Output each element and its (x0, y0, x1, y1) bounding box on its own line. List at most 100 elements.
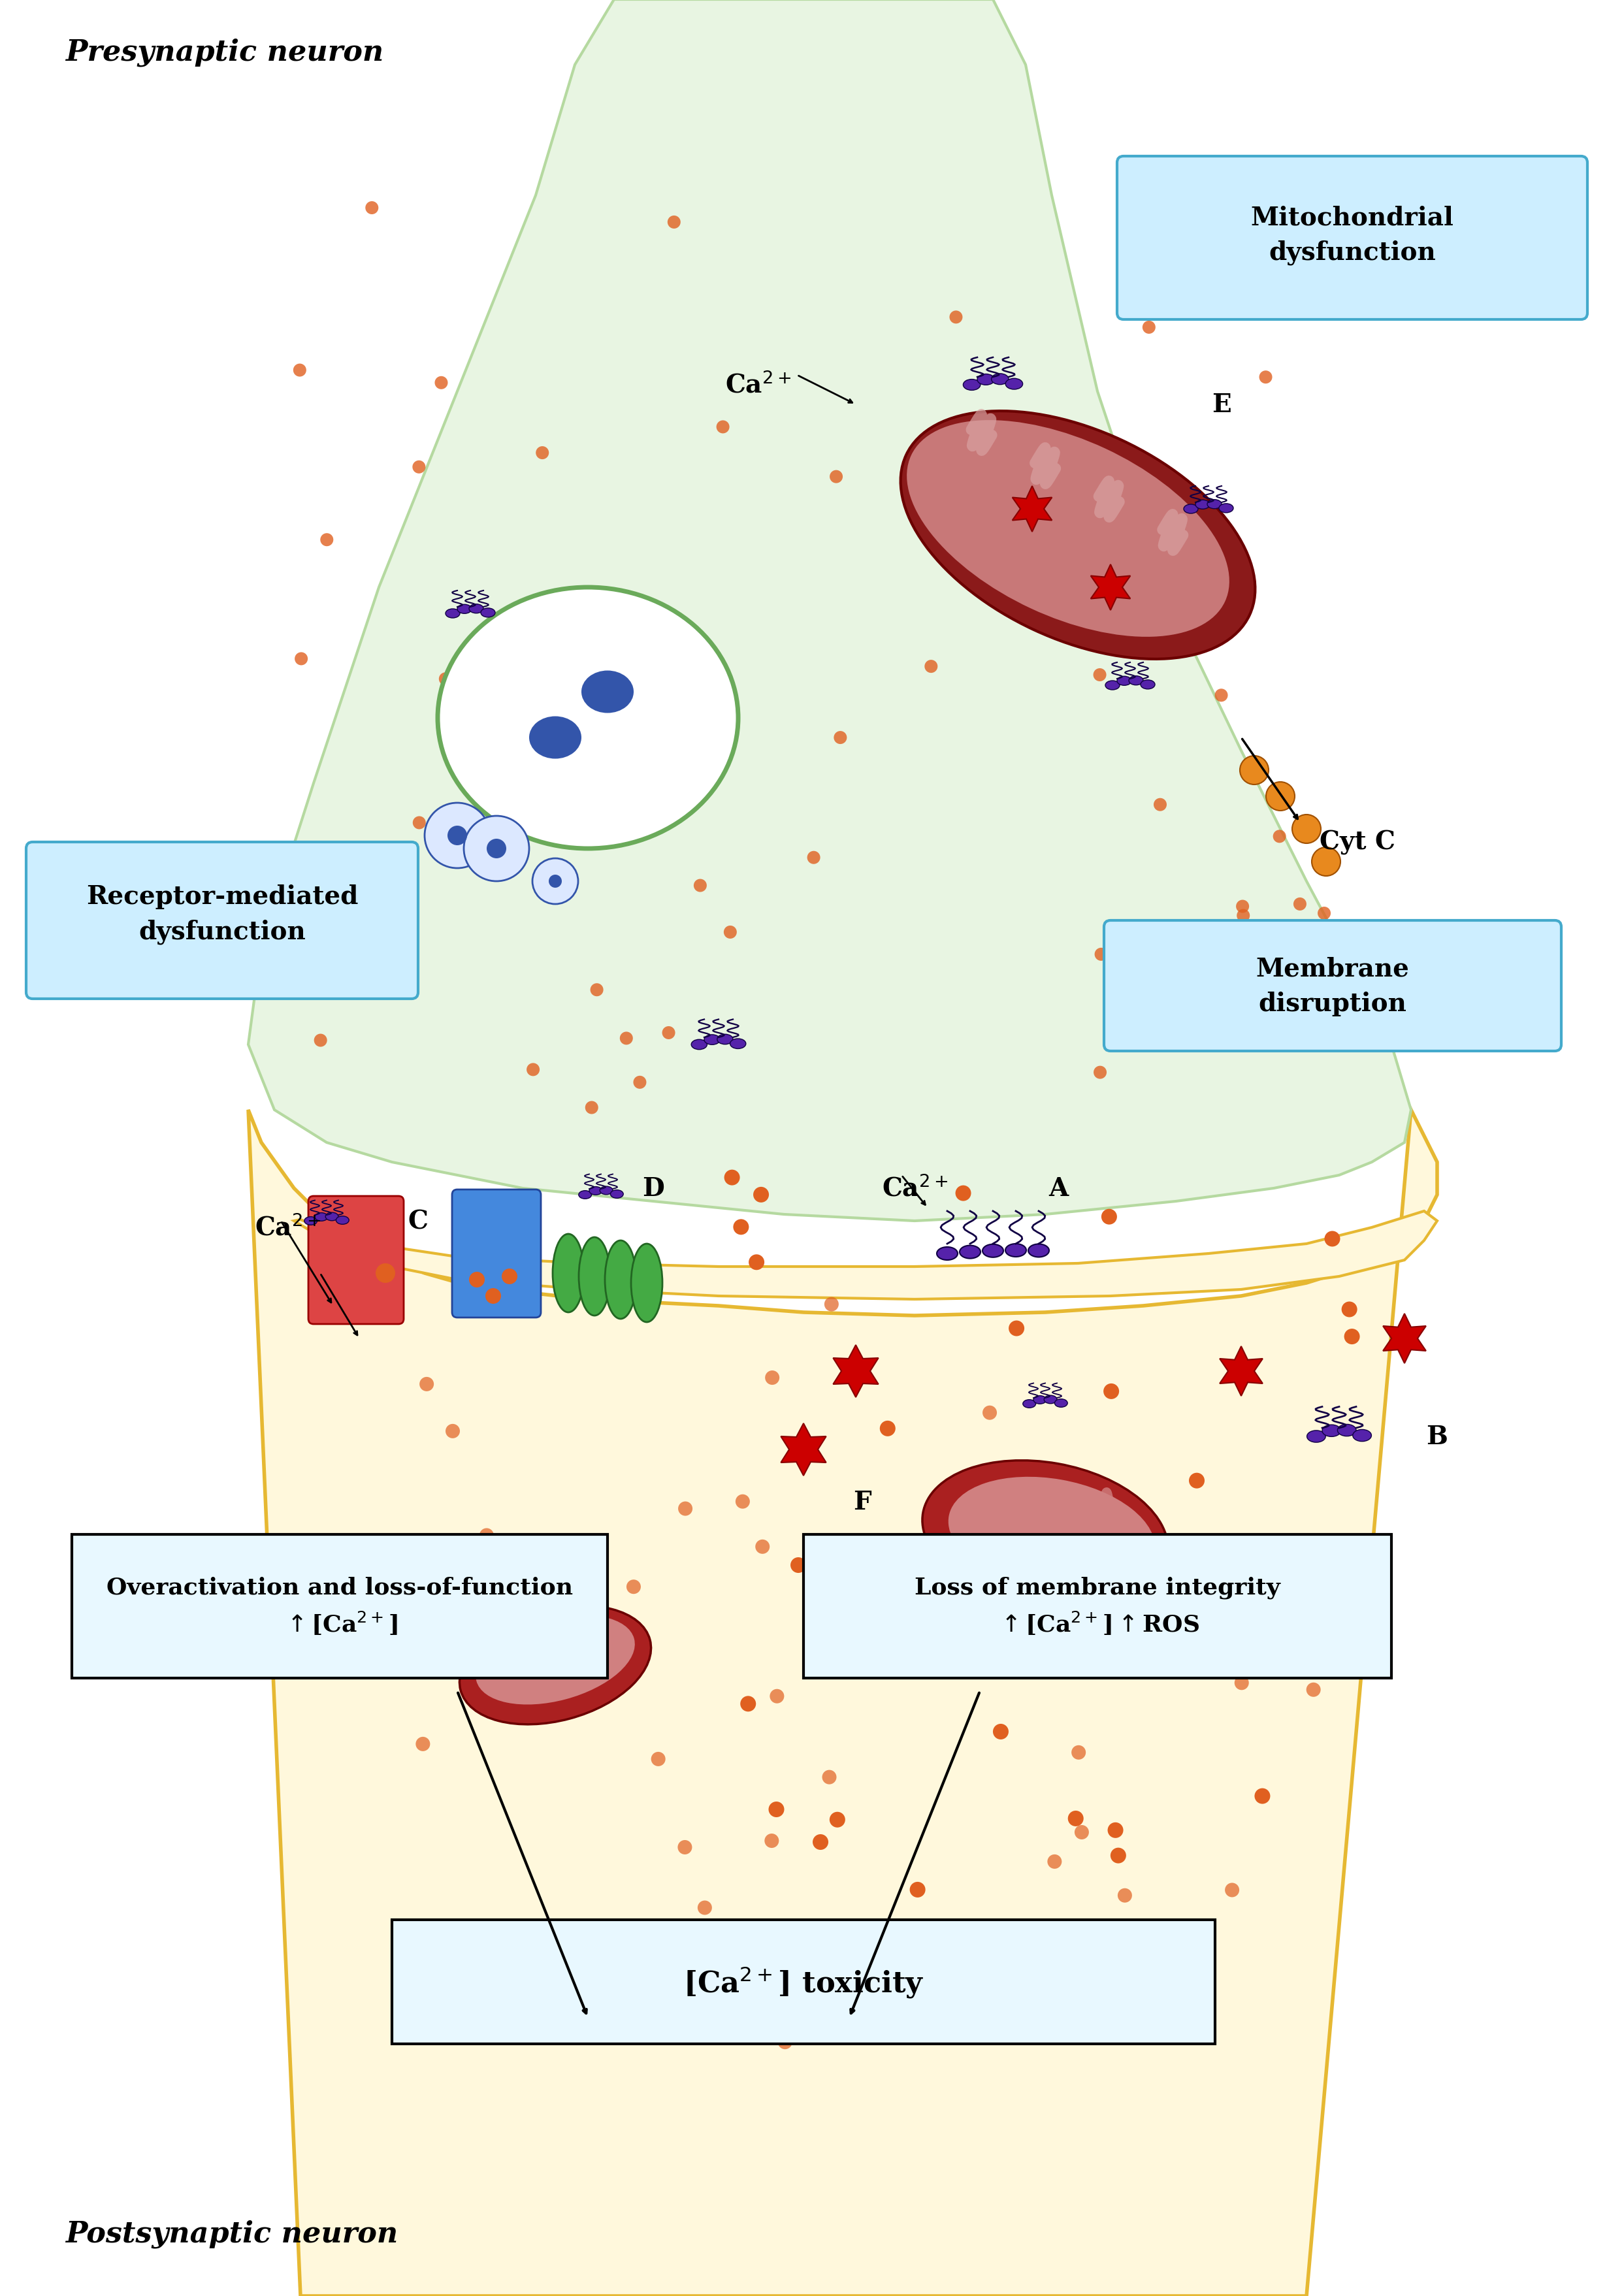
Circle shape (1236, 900, 1249, 914)
Circle shape (741, 1697, 755, 1713)
Polygon shape (832, 1345, 879, 1398)
Circle shape (1009, 1320, 1024, 1336)
Text: Membrane
disruption: Membrane disruption (1257, 957, 1409, 1015)
Circle shape (972, 1545, 987, 1559)
Circle shape (416, 1738, 431, 1752)
Ellipse shape (1337, 1424, 1356, 1437)
Ellipse shape (604, 1240, 636, 1320)
Ellipse shape (480, 608, 495, 618)
Text: Ca$^{2+}$: Ca$^{2+}$ (725, 372, 791, 397)
Ellipse shape (704, 1035, 720, 1045)
Ellipse shape (579, 1192, 591, 1199)
Ellipse shape (579, 1238, 611, 1316)
Circle shape (522, 1626, 537, 1642)
Circle shape (320, 533, 333, 546)
Ellipse shape (1045, 1396, 1057, 1403)
Ellipse shape (691, 1040, 707, 1049)
Circle shape (749, 1254, 765, 1270)
Polygon shape (294, 1212, 1437, 1300)
FancyBboxPatch shape (26, 843, 418, 999)
Ellipse shape (1024, 1401, 1037, 1407)
Ellipse shape (1207, 501, 1221, 510)
Circle shape (990, 416, 1003, 427)
Ellipse shape (336, 1217, 349, 1224)
Ellipse shape (1028, 1244, 1049, 1258)
Text: Ca$^{2+}$: Ca$^{2+}$ (882, 1176, 948, 1201)
Circle shape (914, 1536, 930, 1552)
Circle shape (413, 817, 426, 829)
Circle shape (336, 1609, 350, 1623)
Ellipse shape (1117, 677, 1131, 687)
Circle shape (413, 461, 426, 473)
Circle shape (982, 1405, 996, 1421)
Circle shape (910, 1883, 926, 1896)
Circle shape (733, 1219, 749, 1235)
Circle shape (479, 1529, 493, 1543)
Ellipse shape (548, 1552, 561, 1561)
Ellipse shape (1006, 379, 1022, 390)
Circle shape (485, 1288, 501, 1304)
Circle shape (910, 1534, 926, 1550)
Circle shape (723, 925, 736, 939)
Ellipse shape (730, 1040, 746, 1049)
Ellipse shape (982, 1244, 1003, 1258)
Circle shape (445, 1424, 460, 1440)
Circle shape (1019, 1616, 1033, 1630)
Circle shape (1311, 847, 1340, 877)
Circle shape (419, 1378, 434, 1391)
Ellipse shape (558, 1557, 570, 1564)
Circle shape (1273, 831, 1286, 843)
Ellipse shape (632, 1244, 662, 1322)
FancyBboxPatch shape (452, 1189, 542, 1318)
Circle shape (1093, 668, 1106, 682)
Circle shape (424, 804, 490, 868)
Circle shape (1094, 1065, 1107, 1079)
Circle shape (1131, 287, 1144, 301)
Ellipse shape (304, 1217, 317, 1226)
Circle shape (879, 1421, 895, 1437)
Text: Overactivation and loss-of-function
$\uparrow$[Ca$^{2+}$]: Overactivation and loss-of-function $\up… (106, 1577, 574, 1637)
Circle shape (1234, 1676, 1249, 1690)
Circle shape (950, 1649, 964, 1662)
Text: F: F (853, 1490, 871, 1515)
Circle shape (829, 1812, 845, 1828)
Polygon shape (247, 1111, 1437, 2296)
Circle shape (840, 1543, 857, 1557)
Circle shape (1255, 1789, 1270, 1805)
FancyBboxPatch shape (1117, 156, 1588, 319)
Ellipse shape (959, 1247, 980, 1258)
Circle shape (678, 1502, 693, 1515)
Circle shape (1107, 1823, 1123, 1839)
Circle shape (1294, 898, 1306, 912)
Circle shape (365, 202, 378, 216)
Ellipse shape (437, 588, 738, 850)
Polygon shape (781, 1424, 826, 1476)
Ellipse shape (476, 1616, 635, 1704)
Ellipse shape (1220, 505, 1233, 514)
Circle shape (807, 852, 820, 863)
Circle shape (313, 1033, 328, 1047)
Circle shape (1260, 372, 1273, 383)
Circle shape (975, 1506, 990, 1520)
Circle shape (736, 1495, 750, 1508)
Text: Loss of membrane integrity
$\uparrow$[Ca$^{2+}$]$\uparrow$ROS: Loss of membrane integrity $\uparrow$[Ca… (914, 1575, 1281, 1637)
Circle shape (1292, 815, 1321, 843)
Circle shape (1237, 909, 1250, 923)
Ellipse shape (529, 716, 582, 760)
Ellipse shape (599, 1187, 612, 1194)
Circle shape (725, 1171, 739, 1185)
Circle shape (487, 838, 506, 859)
Circle shape (678, 1839, 693, 1855)
Circle shape (294, 652, 309, 666)
Polygon shape (1091, 565, 1130, 611)
Circle shape (525, 732, 538, 744)
Circle shape (768, 1802, 784, 1818)
Ellipse shape (611, 1189, 624, 1199)
Circle shape (469, 1272, 485, 1288)
Circle shape (1343, 1329, 1360, 1345)
Circle shape (1049, 533, 1064, 546)
Circle shape (717, 420, 730, 434)
Ellipse shape (1128, 677, 1143, 687)
Circle shape (1101, 1210, 1117, 1224)
Circle shape (902, 1662, 918, 1678)
